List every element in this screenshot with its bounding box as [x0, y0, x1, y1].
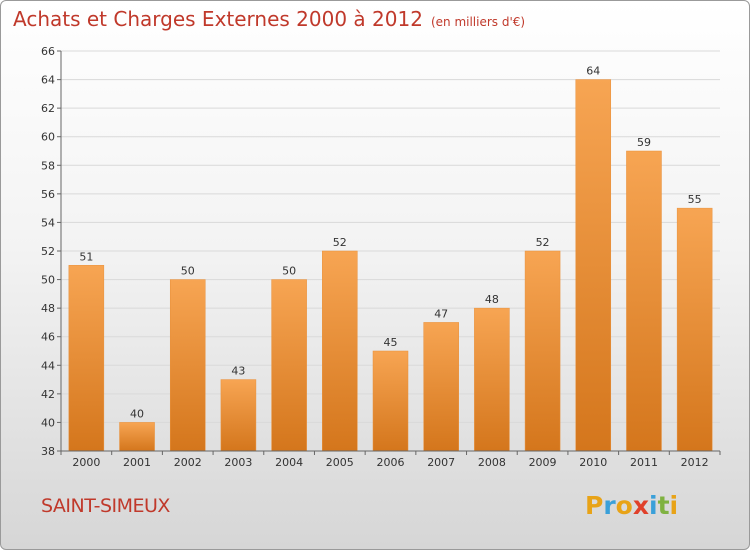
x-tick-label: 2009 — [529, 456, 557, 469]
x-tick-label: 2010 — [579, 456, 607, 469]
y-tick-label: 44 — [41, 359, 55, 372]
bar — [68, 265, 105, 452]
x-tick-label: 2007 — [427, 456, 455, 469]
data-label: 47 — [434, 307, 448, 320]
bar — [474, 307, 510, 452]
x-tick-label: 2006 — [377, 456, 405, 469]
bar — [322, 250, 358, 452]
data-label: 45 — [384, 336, 398, 349]
x-tick-label: 2003 — [224, 456, 252, 469]
y-tick-label: 58 — [41, 159, 55, 172]
bar — [271, 279, 307, 452]
logo-letter: i — [669, 491, 679, 520]
logo-letter: i — [649, 491, 658, 520]
y-tick-label: 38 — [41, 445, 55, 458]
y-tick-label: 62 — [41, 102, 55, 115]
y-tick-label: 48 — [41, 302, 55, 315]
logo-letter: P — [585, 491, 604, 520]
bar — [169, 279, 206, 452]
bar — [372, 350, 409, 452]
data-label: 51 — [79, 250, 93, 263]
y-tick-label: 42 — [41, 388, 55, 401]
data-label: 55 — [688, 193, 702, 206]
data-label: 52 — [536, 236, 550, 249]
y-tick-label: 66 — [41, 45, 55, 58]
data-label: 50 — [181, 265, 195, 278]
x-tick-label: 2004 — [275, 456, 303, 469]
data-label: 64 — [586, 65, 600, 78]
y-tick-label: 54 — [41, 216, 55, 229]
bar — [423, 322, 459, 452]
logo-letter: t — [657, 491, 670, 520]
data-label: 40 — [130, 407, 144, 420]
x-tick-label: 2011 — [630, 456, 658, 469]
y-tick-label: 40 — [41, 416, 55, 429]
chart-unit: (en milliers d'€) — [430, 15, 526, 29]
bar — [626, 150, 662, 452]
x-tick-label: 2008 — [478, 456, 506, 469]
data-label: 48 — [485, 293, 499, 306]
logo-letter: x — [632, 491, 649, 520]
y-tick-label: 56 — [41, 188, 55, 201]
x-tick-label: 2002 — [174, 456, 202, 469]
y-tick-label: 46 — [41, 331, 55, 344]
bar — [119, 422, 155, 452]
bars — [68, 79, 713, 452]
bar — [524, 250, 561, 452]
x-tick-label: 2012 — [681, 456, 709, 469]
axes — [57, 50, 721, 455]
chart-title: Achats et Charges Externes 2000 à 2012 (e… — [13, 7, 525, 31]
x-tick-label: 2000 — [72, 456, 100, 469]
data-label: 52 — [333, 236, 347, 249]
labels: 38 40 42 44 46 48 50 52 54 56 58 60 62 64 66 51 2000 40 20… — [41, 45, 709, 469]
data-label: 43 — [231, 365, 245, 378]
x-tick-label: 2001 — [123, 456, 151, 469]
data-label: 59 — [637, 136, 651, 149]
y-tick-label: 64 — [41, 74, 55, 87]
data-label: 50 — [282, 265, 296, 278]
y-tick-label: 60 — [41, 131, 55, 144]
chart-title-text: Achats et Charges Externes 2000 à 2012 — [13, 7, 423, 31]
bar — [676, 207, 713, 452]
y-tick-label: 50 — [41, 274, 55, 287]
bar — [220, 379, 257, 452]
y-tick-label: 52 — [41, 245, 55, 258]
x-tick-label: 2005 — [326, 456, 354, 469]
bar — [575, 79, 612, 452]
logo-letter: r — [603, 491, 616, 520]
proxiti-logo: Proxiti — [585, 491, 678, 520]
commune-name: SAINT-SIMEUX — [41, 495, 170, 517]
logo-letter: o — [615, 491, 633, 520]
